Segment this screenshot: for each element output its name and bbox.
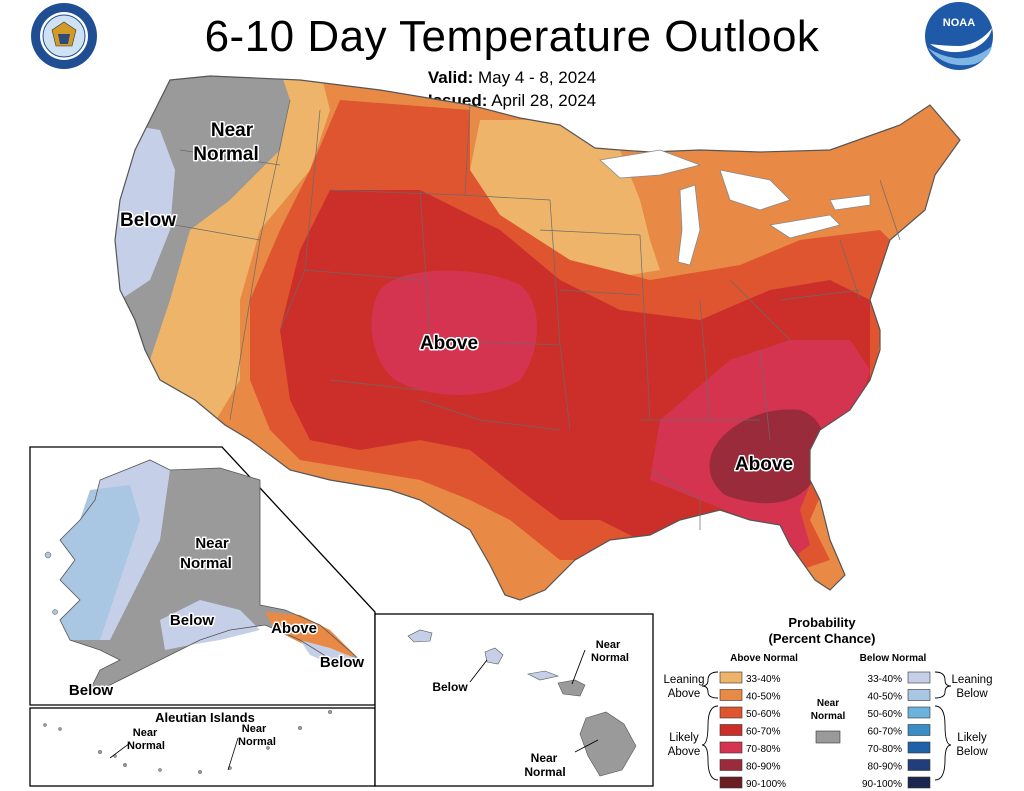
legend-below-swatch — [907, 759, 931, 771]
legend-above-swatch — [719, 724, 743, 736]
legend-below-range: 50-60% — [868, 709, 903, 720]
region-80-90-southeast — [709, 409, 824, 504]
hawaii-inset-frame — [374, 613, 654, 787]
alaska-above-southeast-label: Above — [271, 620, 317, 637]
legend-above-range: 50-60% — [746, 709, 781, 720]
legend-above-swatch — [719, 759, 743, 771]
aleutian-inset-frame — [29, 707, 376, 787]
legend-likely-below-line1: Likely — [957, 732, 987, 744]
legend-below-swatch — [907, 741, 931, 754]
legend-leaning-above-line2: Above — [668, 688, 701, 700]
legend-above-swatch — [719, 689, 743, 701]
valid-line: Valid: May 4 - 8, 2024 — [0, 68, 1024, 88]
legend-braces — [701, 671, 952, 781]
legend-likely-above-line1: Likely — [669, 732, 699, 744]
legend-leaning-below-line2: Below — [956, 688, 988, 700]
legend-near-normal-swatch — [815, 730, 841, 744]
hawaii-near-normal-south-line1: Near — [531, 751, 558, 765]
legend-below-range: 70-80% — [868, 744, 903, 755]
region-70-80-central — [371, 270, 537, 395]
conus-above-central-label: Above — [420, 333, 478, 354]
legend-below-swatch — [907, 671, 931, 684]
legend-below-swatches: 33-40% 40-50% 50-60% 60-70% 70-80% 80-90% 90-1… — [862, 671, 931, 790]
legend-likely-above-line2: Above — [668, 746, 701, 758]
legend-likely-below-line2: Below — [956, 746, 988, 758]
legend-above-range: 60-70% — [746, 727, 781, 738]
aleutian-title: Aleutian Islands — [155, 710, 255, 725]
alaska-near-normal-line1: Near — [195, 535, 229, 552]
legend-below-swatch — [907, 724, 931, 736]
legend-title: Probability — [788, 615, 856, 630]
conus-near-normal-line2: Normal — [193, 144, 258, 165]
legend-above-range: 40-50% — [746, 692, 781, 703]
legend-below-range: 40-50% — [868, 692, 903, 703]
hawaii-near-normal-north-line1: Near — [596, 639, 621, 651]
legend-below-header: Below Normal — [860, 653, 927, 664]
alaska-below-central-label: Below — [170, 612, 215, 629]
noaa-logo-icon: NOAA — [925, 2, 993, 70]
legend-near-line2: Normal — [811, 711, 846, 722]
aleutian-near-normal-1-line2: Normal — [127, 740, 165, 752]
legend-above-header: Above Normal — [730, 653, 798, 664]
legend: Probability (Percent Chance) Above Norma… — [664, 615, 993, 790]
legend-below-swatch — [907, 706, 931, 719]
legend-below-range: 90-100% — [862, 779, 902, 790]
legend-above-range: 33-40% — [746, 674, 781, 685]
hawaii-below-label: Below — [432, 680, 468, 694]
hawaii-islands — [407, 629, 637, 777]
legend-above-swatch — [719, 741, 743, 754]
state-boundaries — [174, 99, 901, 530]
legend-subtitle: (Percent Chance) — [769, 631, 876, 646]
legend-below-swatch — [907, 776, 931, 789]
legend-above-range: 80-90% — [746, 762, 781, 773]
commerce-seal-icon — [31, 3, 97, 69]
aleutian-near-normal-2-line1: Near — [242, 723, 267, 735]
legend-above-range: 70-80% — [746, 744, 781, 755]
hawaii-near-normal-north-line2: Normal — [591, 652, 629, 664]
issued-date: April 28, 2024 — [491, 91, 597, 110]
legend-above-swatch — [719, 776, 743, 789]
legend-near-line1: Near — [817, 698, 839, 709]
conus-probability-regions — [115, 76, 960, 600]
legend-above-swatch — [719, 671, 743, 684]
hawaii-near-normal-south-line2: Normal — [524, 765, 565, 779]
legend-below-range: 80-90% — [868, 762, 903, 773]
legend-leaning-below-line1: Leaning — [952, 674, 993, 686]
legend-above-range: 90-100% — [746, 779, 786, 790]
legend-below-swatch — [907, 689, 931, 701]
aleutian-near-normal-2-line2: Normal — [238, 736, 276, 748]
alaska-below-southeast-label: Below — [320, 654, 365, 671]
conus-below-label: Below — [120, 210, 176, 231]
valid-label: Valid: — [427, 68, 474, 87]
alaska-below-southwest-label: Below — [69, 682, 114, 699]
aleutian-near-normal-1-line1: Near — [133, 727, 158, 739]
legend-above-swatches: 33-40% 40-50% 50-60% 60-70% 70-80% 80-90% 90-1… — [719, 671, 786, 790]
map-title: 6-10 Day Temperature Outlook — [204, 12, 820, 61]
conus-near-normal-line1: Near — [211, 120, 254, 141]
great-lakes — [599, 149, 871, 266]
legend-leaning-above-line1: Leaning — [664, 674, 705, 686]
legend-below-range: 60-70% — [868, 727, 903, 738]
legend-below-range: 33-40% — [868, 674, 903, 685]
noaa-logo-text: NOAA — [943, 17, 975, 29]
alaska-near-normal-line2: Normal — [180, 555, 232, 572]
valid-dates: May 4 - 8, 2024 — [477, 68, 597, 87]
alaska-regions — [44, 459, 361, 691]
conus-outline — [114, 75, 961, 601]
conus-above-southeast-label: Above — [735, 454, 793, 475]
legend-above-swatch — [719, 706, 743, 719]
